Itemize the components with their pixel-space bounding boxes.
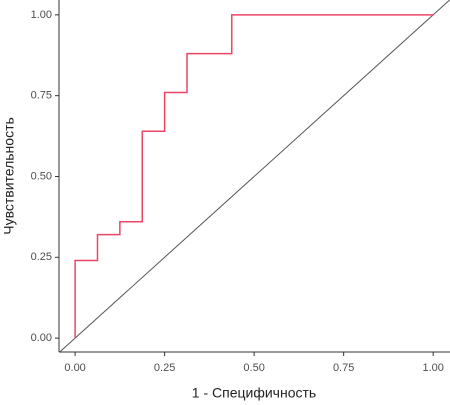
x-tick-label: 0.00 <box>64 362 85 374</box>
roc-line <box>74 14 434 339</box>
reference-line <box>59 0 450 353</box>
y-tick-label: 0.75 <box>31 90 52 102</box>
y-tick-label: 0.50 <box>31 170 52 182</box>
x-tick-label: 0.75 <box>333 362 354 374</box>
x-axis-title: 1 - Специфичность <box>192 385 316 401</box>
x-tick-label: 0.50 <box>243 362 264 374</box>
x-tick-label: 1.00 <box>422 362 443 374</box>
y-tick-label: 0.00 <box>31 332 52 344</box>
y-tick-label: 0.25 <box>31 251 52 263</box>
y-tick-label: 1.00 <box>31 9 52 21</box>
x-tick-label: 0.25 <box>154 362 175 374</box>
y-axis-title: Чувствительность <box>1 117 17 235</box>
